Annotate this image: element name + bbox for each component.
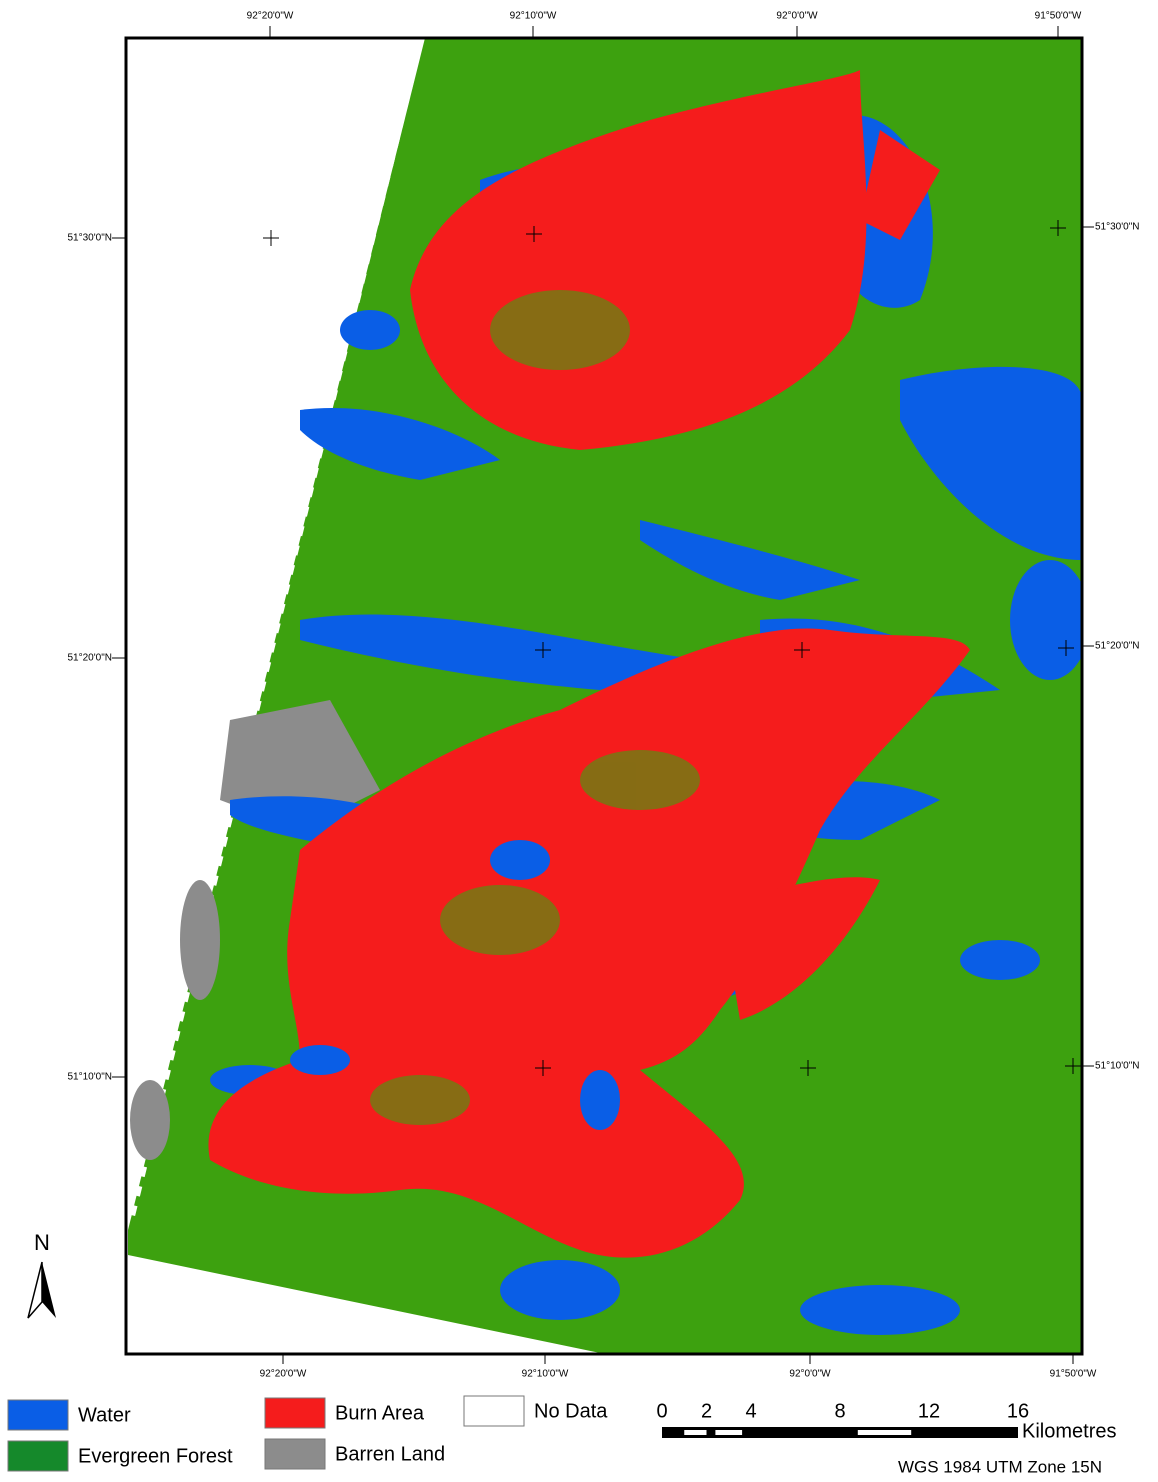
legend-label: Barren Land — [335, 1443, 445, 1465]
projection: WGS 1984 UTM Zone 15N — [898, 1457, 1102, 1476]
map-image — [126, 38, 1090, 1354]
right-coord-label: 51°10'0"N — [1095, 1061, 1140, 1072]
bottom-coord-label: 92°20'0"W — [260, 1369, 307, 1380]
scale-label: 2 — [701, 1400, 712, 1422]
map-page: N WGS 1984 UTM Zone 15N 92°20'0"W 92°10'0… — [0, 0, 1158, 1482]
legend-swatch — [265, 1439, 325, 1469]
scale-label: 12 — [918, 1400, 940, 1422]
scale-segment-inner — [684, 1430, 706, 1435]
right-coord-label: 51°30'0"N — [1095, 222, 1140, 233]
scale-label: 8 — [834, 1400, 845, 1422]
bottom-coord-label: 92°0'0"W — [789, 1369, 831, 1380]
top-coord-label: 92°0'0"W — [776, 11, 818, 22]
legend-label: Water — [78, 1404, 131, 1426]
top-coord-label: 91°50'0"W — [1035, 11, 1082, 22]
legend-label: Burn Area — [335, 1402, 425, 1424]
left-coord-label: 51°10'0"N — [68, 1072, 113, 1083]
legend-swatch — [8, 1400, 68, 1430]
scale-segment — [929, 1427, 1018, 1438]
north-label: N — [34, 1230, 50, 1255]
scale-label: 4 — [745, 1400, 756, 1422]
legend-swatch — [8, 1441, 68, 1471]
legend-swatch — [265, 1398, 325, 1428]
top-coord-label: 92°20'0"W — [247, 11, 294, 22]
left-coord-label: 51°30'0"N — [68, 233, 113, 244]
scale-segment-inner — [858, 1430, 911, 1435]
scale-segment-inner — [715, 1430, 742, 1435]
bottom-coord-label: 92°10'0"W — [522, 1369, 569, 1380]
legend-label: No Data — [534, 1400, 608, 1422]
scale-segment — [751, 1427, 840, 1438]
scale-unit: Kilometres — [1022, 1420, 1116, 1442]
north-arrow: N — [28, 1230, 56, 1318]
scale-label: 16 — [1007, 1400, 1029, 1422]
scale-label: 0 — [656, 1400, 667, 1422]
legend-swatch — [464, 1396, 524, 1426]
left-coord-label: 51°20'0"N — [68, 653, 113, 664]
legend-label: Evergreen Forest — [78, 1445, 233, 1467]
right-coord-label: 51°20'0"N — [1095, 641, 1140, 652]
top-coord-label: 92°10'0"W — [510, 11, 557, 22]
bottom-coord-label: 91°50'0"W — [1050, 1369, 1097, 1380]
